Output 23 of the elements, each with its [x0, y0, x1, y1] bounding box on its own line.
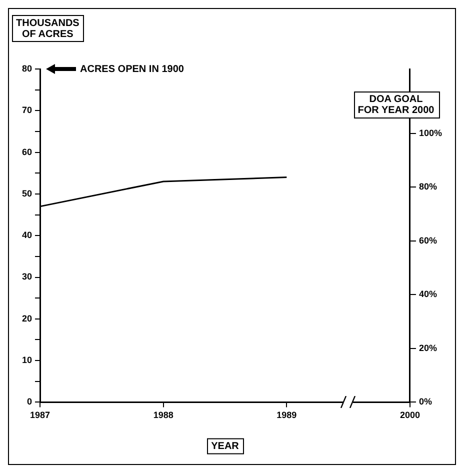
y2-tick-label: 20% [418, 342, 437, 353]
y2-tick-label: 0% [418, 396, 432, 407]
x-tick-label: 1989 [276, 410, 297, 420]
y-tick-label: 0 [26, 396, 32, 407]
y2-tick-label: 60% [418, 235, 437, 246]
annotation: ACRES OPEN IN 1900 [80, 64, 184, 75]
y-tick-label: 60 [22, 146, 32, 157]
y2-tick-label: 40% [418, 289, 437, 300]
y-tick-label: 20 [22, 313, 32, 324]
y2-tick-label: 80% [418, 182, 437, 192]
x-tick-label: 1988 [153, 410, 174, 420]
y2-tick-label: 100% [418, 128, 442, 138]
y-tick-label: 40 [22, 230, 32, 240]
x-tick-label: 2000 [400, 410, 420, 420]
y-tick-label: 30 [22, 272, 32, 282]
y-tick-label: 70 [22, 105, 32, 116]
y-tick-label: 80 [22, 63, 32, 74]
annotation: DOA GOAL FOR YEAR 2000 [358, 94, 435, 116]
y-tick-label: 50 [22, 188, 32, 198]
y-axis-title: THOUSANDS OF ACRES [16, 18, 80, 40]
x-axis-title: YEAR [211, 440, 240, 452]
x-tick-label: 1987 [30, 410, 50, 420]
y-tick-label: 10 [22, 355, 32, 366]
